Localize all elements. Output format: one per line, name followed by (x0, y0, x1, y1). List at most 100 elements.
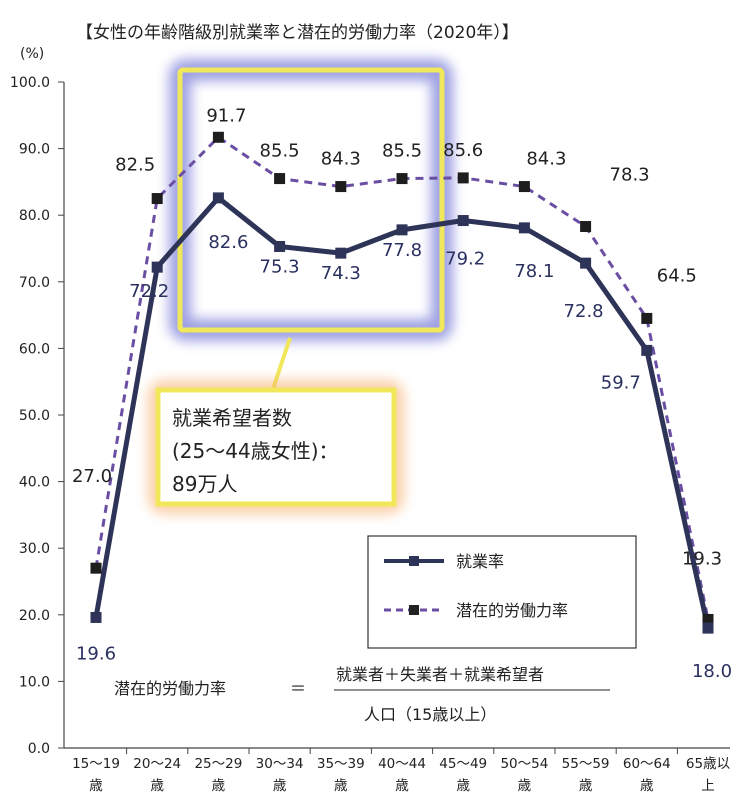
marker-potential (641, 312, 653, 324)
x-tick-label-line2: 歳 (518, 778, 532, 794)
marker-employment (641, 344, 653, 356)
data-label-employment: 75.3 (260, 257, 300, 278)
marker-potential (702, 613, 714, 625)
marker-employment (457, 215, 469, 227)
data-label-potential: 27.0 (72, 466, 112, 487)
x-tick-label-line2: 歳 (456, 778, 470, 794)
marker-employment (580, 257, 592, 269)
data-label-potential: 78.3 (610, 165, 650, 186)
formula-denominator: 人口（15歳以上） (364, 705, 496, 724)
marker-potential (335, 181, 347, 193)
x-tick-label: 55～59 (562, 756, 610, 772)
marker-potential (396, 173, 408, 185)
marker-potential (212, 131, 224, 143)
legend: 就業率 潜在的労働力率 (367, 535, 637, 649)
data-label-potential: 91.7 (206, 105, 246, 126)
data-label-potential: 84.3 (321, 149, 361, 170)
callout-line-3: 89万人 (172, 472, 237, 496)
data-label-employment: 59.7 (601, 372, 641, 393)
x-tick-label-line2: 歳 (212, 778, 226, 794)
data-label-employment: 72.2 (129, 281, 169, 302)
y-tick-label: 80.0 (19, 208, 50, 224)
x-tick-label: 35～39 (317, 756, 365, 772)
marker-employment (212, 192, 224, 204)
marker-potential (457, 172, 469, 184)
y-tick-label: 100.0 (10, 75, 50, 91)
data-label-employment: 82.6 (208, 232, 248, 253)
x-tick-label-line2: 歳 (150, 778, 164, 794)
x-tick-label-line2: 歳 (273, 778, 287, 794)
x-tick-label-line2: 歳 (640, 778, 654, 794)
y-tick-label: 60.0 (19, 341, 50, 357)
x-axis-ticks: 15～19 歳 20～24 歳 25～29 歳 30～34 歳 35～39 歳 40～44 歳 45～4… (72, 748, 731, 794)
marker-potential (274, 173, 286, 185)
formula: 潜在的労働力率 ＝ 就業者＋失業者＋就業希望者 人口（15歳以上） (114, 665, 610, 724)
data-label-potential: 64.5 (657, 265, 697, 286)
data-label-employment: 18.0 (692, 661, 732, 682)
formula-numerator: 就業者＋失業者＋就業希望者 (336, 665, 544, 684)
data-label-potential: 19.3 (682, 548, 722, 569)
x-tick-label: 15～19 (72, 756, 120, 772)
marker-potential (151, 193, 163, 205)
marker-potential (90, 562, 102, 574)
legend-marker-potential (409, 605, 419, 615)
y-axis-ticks: 0.0 10.0 20.0 30.0 40.0 50.0 60.0 70.0 80.0 90.0 1… (10, 75, 64, 757)
x-tick-label: 45～49 (439, 756, 487, 772)
marker-employment (274, 241, 286, 253)
marker-potential (518, 181, 530, 193)
callout-line-2: (25～44歳女性)： (172, 439, 339, 463)
marker-employment (518, 222, 530, 234)
y-tick-label: 30.0 (19, 541, 50, 557)
data-label-employment: 79.2 (445, 249, 485, 270)
data-labels: 27.0 82.5 91.7 85.5 84.3 85.5 85.6 84.3 78.3 64.5… (72, 105, 732, 682)
x-tick-label: 20～24 (133, 756, 181, 772)
data-label-potential: 85.5 (382, 141, 422, 162)
marker-employment (90, 611, 102, 623)
x-tick-label-line2: 上 (701, 778, 715, 794)
legend-marker-employment (409, 556, 419, 566)
marker-potential (580, 221, 592, 233)
data-label-potential: 84.3 (526, 149, 566, 170)
x-tick-label: 60～64 (623, 756, 671, 772)
callout-box: 就業希望者数 (25～44歳女性)： 89万人 (148, 380, 404, 514)
x-tick-label-line2: 歳 (395, 778, 409, 794)
series-layer (90, 131, 714, 634)
x-tick-label: 65歳以 (686, 756, 731, 772)
formula-equals: ＝ (290, 679, 306, 698)
data-label-employment: 77.8 (382, 240, 422, 261)
marker-employment (335, 247, 347, 259)
data-label-employment: 72.8 (564, 301, 604, 322)
data-label-employment: 74.3 (321, 263, 361, 284)
y-tick-label: 90.0 (19, 142, 50, 158)
x-tick-label-line2: 歳 (334, 778, 348, 794)
legend-label-potential: 潜在的労働力率 (456, 601, 568, 620)
highlight-region (169, 59, 453, 341)
y-tick-label: 0.0 (28, 741, 50, 757)
x-tick-label: 50～54 (500, 756, 548, 772)
x-tick-label-line2: 歳 (579, 778, 593, 794)
x-tick-label: 25～29 (194, 756, 242, 772)
marker-employment (151, 261, 163, 273)
marker-employment (396, 224, 408, 236)
marker-employment (702, 622, 714, 634)
x-tick-label: 40～44 (378, 756, 426, 772)
data-label-employment: 78.1 (514, 261, 554, 282)
y-tick-label: 50.0 (19, 408, 50, 424)
data-label-potential: 85.5 (260, 141, 300, 162)
legend-box (367, 535, 637, 649)
x-tick-label: 30～34 (256, 756, 304, 772)
y-unit-label: (%) (20, 46, 44, 62)
y-tick-label: 40.0 (19, 475, 50, 491)
y-tick-label: 10.0 (19, 674, 50, 690)
data-label-potential: 85.6 (443, 140, 483, 161)
y-tick-label: 20.0 (19, 608, 50, 624)
legend-label-employment: 就業率 (456, 552, 504, 571)
y-tick-label: 70.0 (19, 275, 50, 291)
callout-line-1: 就業希望者数 (172, 406, 292, 430)
data-label-employment: 19.6 (76, 643, 116, 664)
x-tick-label-line2: 歳 (89, 778, 103, 794)
chart-title: 【女性の年齢階級別就業率と潜在的労働力率（2020年）】 (76, 23, 519, 43)
formula-lhs: 潜在的労働力率 (114, 679, 226, 698)
data-label-potential: 82.5 (115, 155, 155, 176)
